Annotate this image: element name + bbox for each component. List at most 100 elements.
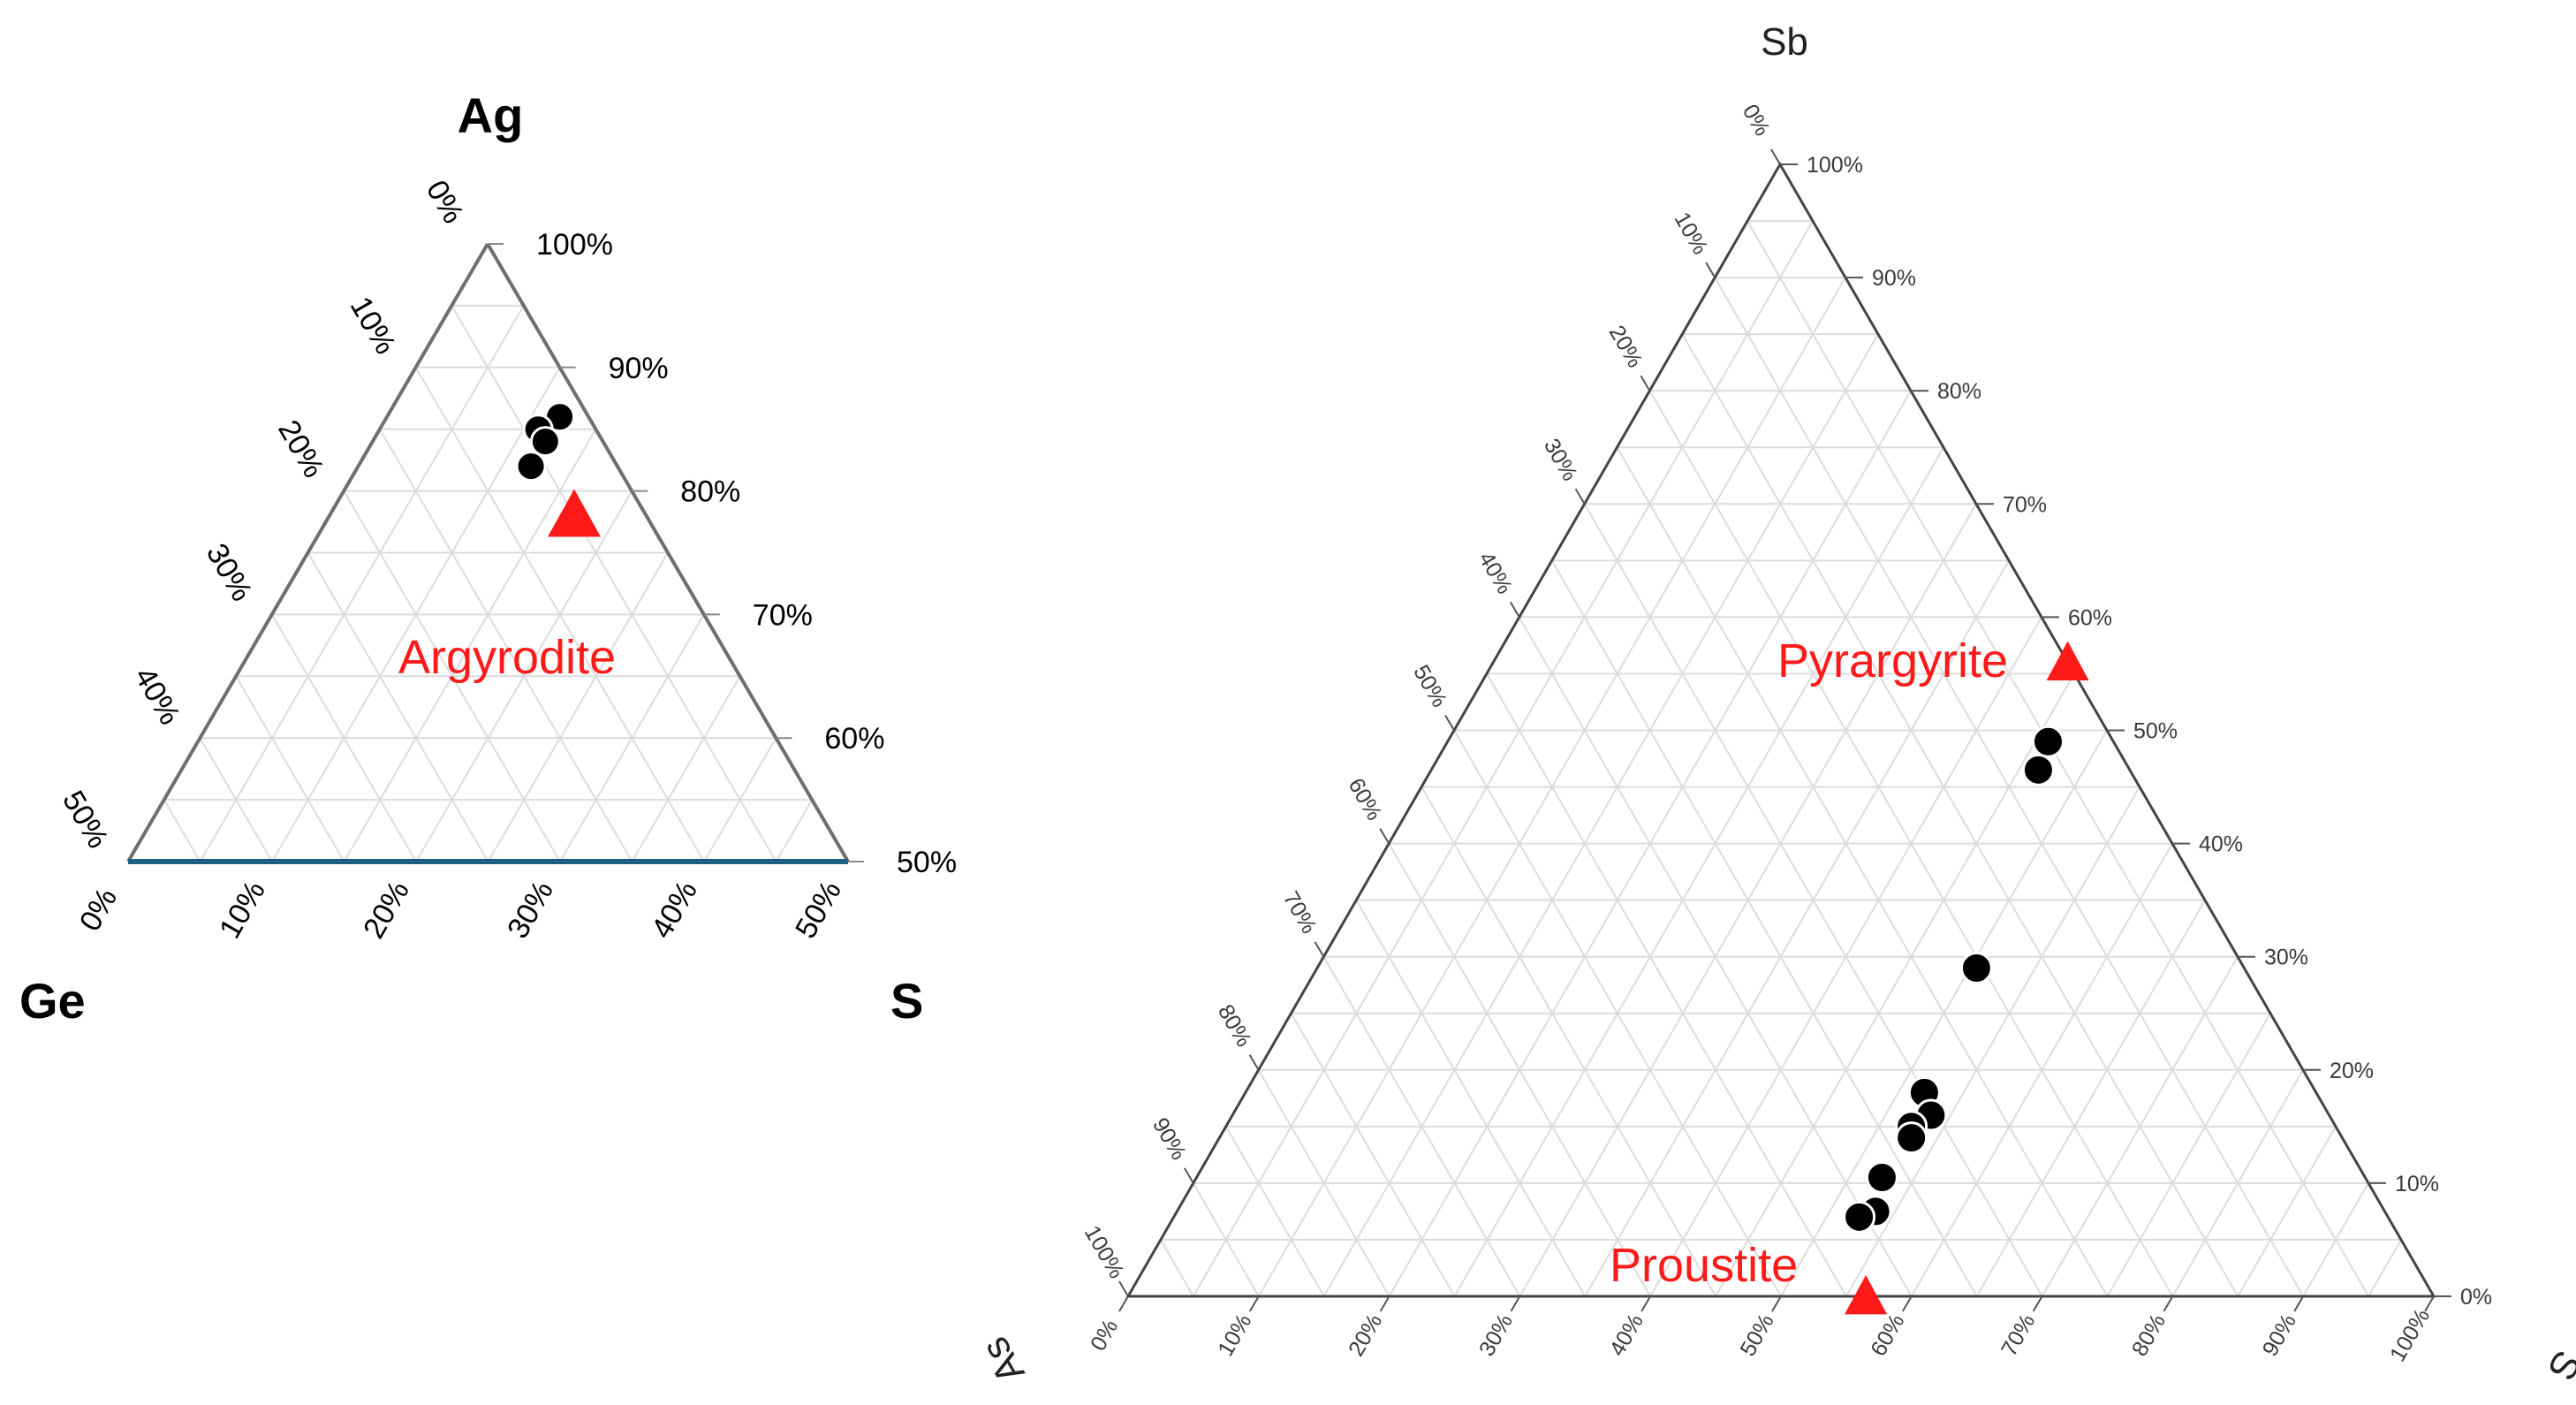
right-tick-label-sb: 0%	[2460, 1285, 2492, 1310]
right-gridline-as	[1486, 672, 1847, 1297]
right-tick-mark-as	[1574, 488, 1586, 505]
left-tick-label-ag: 90%	[609, 352, 669, 385]
right-gridline-s	[2368, 1239, 2402, 1297]
right-data-point	[1843, 1200, 1876, 1234]
right-tick-label-as: 50%	[1408, 661, 1451, 711]
right-tick-label-sb: 30%	[2264, 946, 2308, 970]
right-gridline-as	[1192, 1182, 1260, 1297]
left-gridline-s	[631, 675, 741, 862]
right-tick-mark-s	[2032, 1295, 2043, 1312]
left-gridline-s	[199, 305, 525, 862]
left-tick-label-ag: 100%	[536, 228, 613, 262]
ternary-chart-sb-as-s: 100% 90% 80% 70% 60% 50% 40% 30% 20% 10% 0% 0% 10% 20…	[973, 20, 2576, 1391]
right-tick-label-as: 40%	[1474, 548, 1517, 598]
right-data-point	[1959, 952, 1993, 985]
left-edge-ag-s	[486, 242, 850, 863]
right-tick-mark-s	[1510, 1295, 1521, 1312]
right-tick-label-as: 90%	[1148, 1113, 1191, 1164]
right-gridline-s	[1322, 333, 1879, 1297]
left-gridline-s	[487, 551, 669, 862]
left-tick-label-ge: 10%	[344, 291, 403, 360]
left-tick-label-s: 10%	[213, 876, 272, 945]
right-tick-label-s: 70%	[1996, 1310, 2040, 1360]
left-gridline-s	[703, 737, 777, 862]
right-gridline-s	[1453, 446, 1944, 1297]
left-tick-label-s: 0%	[73, 883, 124, 938]
left-apex-top-label: Ag	[458, 87, 524, 143]
right-tick-label-as: 10%	[1669, 208, 1712, 258]
right-tick-mark-s	[1771, 1295, 1782, 1312]
right-tick-mark-as	[1118, 1280, 1129, 1297]
left-data-point	[529, 426, 561, 458]
right-tick-label-s: 100%	[2385, 1304, 2435, 1365]
left-tick-label-ge: 20%	[271, 414, 330, 483]
right-mineral-marker	[1845, 1275, 1888, 1315]
right-mineral-marker	[2046, 641, 2089, 681]
right-tick-label-sb: 100%	[1807, 153, 1863, 178]
right-tick-label-s: 80%	[2127, 1310, 2171, 1360]
right-gridline-s	[2106, 1013, 2271, 1297]
left-tick-label-s: 40%	[645, 876, 704, 945]
right-tick-label-as: 100%	[1080, 1221, 1129, 1282]
right-data-points: Pyrargyrite Proustite	[1610, 634, 2089, 1315]
left-tick-label-ge: 40%	[127, 662, 186, 731]
right-tick-label-s: 0%	[1086, 1315, 1123, 1355]
right-gridline-as	[1746, 220, 2369, 1297]
right-tick-mark-as	[1770, 148, 1781, 165]
right-tick-label-s: 60%	[1866, 1310, 1909, 1360]
right-gridline-as	[1160, 1239, 1194, 1297]
left-gridline-ge	[199, 737, 273, 862]
right-gridline-as	[1224, 1126, 1325, 1297]
right-tick-label-as: 20%	[1604, 322, 1648, 372]
left-gridline-s	[775, 799, 814, 862]
right-tick-label-sb: 50%	[2133, 719, 2178, 744]
left-tick-label-s: 50%	[789, 876, 848, 945]
right-tick-mark-s	[2424, 1295, 2435, 1312]
right-tick-mark-as	[1248, 1054, 1260, 1071]
right-tick-label-s: 40%	[1605, 1310, 1648, 1360]
left-mineral-marker	[548, 489, 602, 537]
right-gridline-as	[1421, 786, 1716, 1297]
right-tick-mark-s	[2293, 1295, 2305, 1312]
right-tick-label-sb: 40%	[2199, 832, 2243, 857]
left-data-point	[515, 451, 547, 482]
right-tick-label-as: 60%	[1343, 774, 1386, 824]
right-gridline-as	[1355, 900, 1587, 1297]
right-tick-label-s: 30%	[1474, 1310, 1518, 1360]
right-tick-label-sb: 70%	[2003, 492, 2047, 517]
right-tick-mark-as	[1314, 941, 1325, 958]
right-tick-label-sb: 60%	[2068, 605, 2112, 630]
left-gridline-ge	[163, 799, 201, 862]
left-tick-label-ag: 80%	[680, 475, 740, 509]
right-tick-mark-s	[1901, 1295, 1913, 1312]
left-tick-label-ag: 50%	[897, 846, 957, 879]
right-gridline-as	[1550, 559, 1978, 1297]
left-tick-label-ag: 60%	[824, 722, 884, 756]
right-tick-mark-as	[1183, 1167, 1194, 1184]
right-gridline-s	[2171, 1069, 2304, 1297]
left-data-points: Argyrodite	[398, 401, 616, 684]
left-mineral-label: Argyrodite	[398, 631, 616, 684]
right-tick-mark-as	[1705, 262, 1716, 278]
right-tick-mark-as	[1640, 375, 1651, 391]
right-gridline-s	[2041, 956, 2239, 1297]
right-tick-label-s: 20%	[1344, 1310, 1387, 1360]
right-tick-mark-s	[1379, 1295, 1390, 1312]
right-tick-label-sb: 20%	[2330, 1059, 2374, 1083]
right-tick-label-as: 80%	[1213, 1000, 1256, 1051]
right-gridline-s	[2237, 1126, 2337, 1297]
right-gridline-s	[1910, 843, 2173, 1297]
right-tick-mark-as	[1444, 714, 1455, 732]
right-gridline-s	[1845, 786, 2140, 1297]
right-gridline-s	[1975, 900, 2206, 1297]
right-tick-label-s: 90%	[2258, 1310, 2301, 1360]
right-gridline-s	[1780, 730, 2108, 1297]
left-gridline-ge	[307, 551, 489, 862]
left-tick-label-ge: 30%	[200, 538, 259, 607]
left-gridline-s	[343, 429, 597, 862]
right-gridline-as	[1453, 729, 1782, 1297]
left-gridline-ge	[270, 613, 417, 862]
left-tick-label-ge: 50%	[56, 786, 115, 854]
right-data-point	[1895, 1121, 1928, 1155]
right-tick-mark-as	[1509, 601, 1520, 618]
